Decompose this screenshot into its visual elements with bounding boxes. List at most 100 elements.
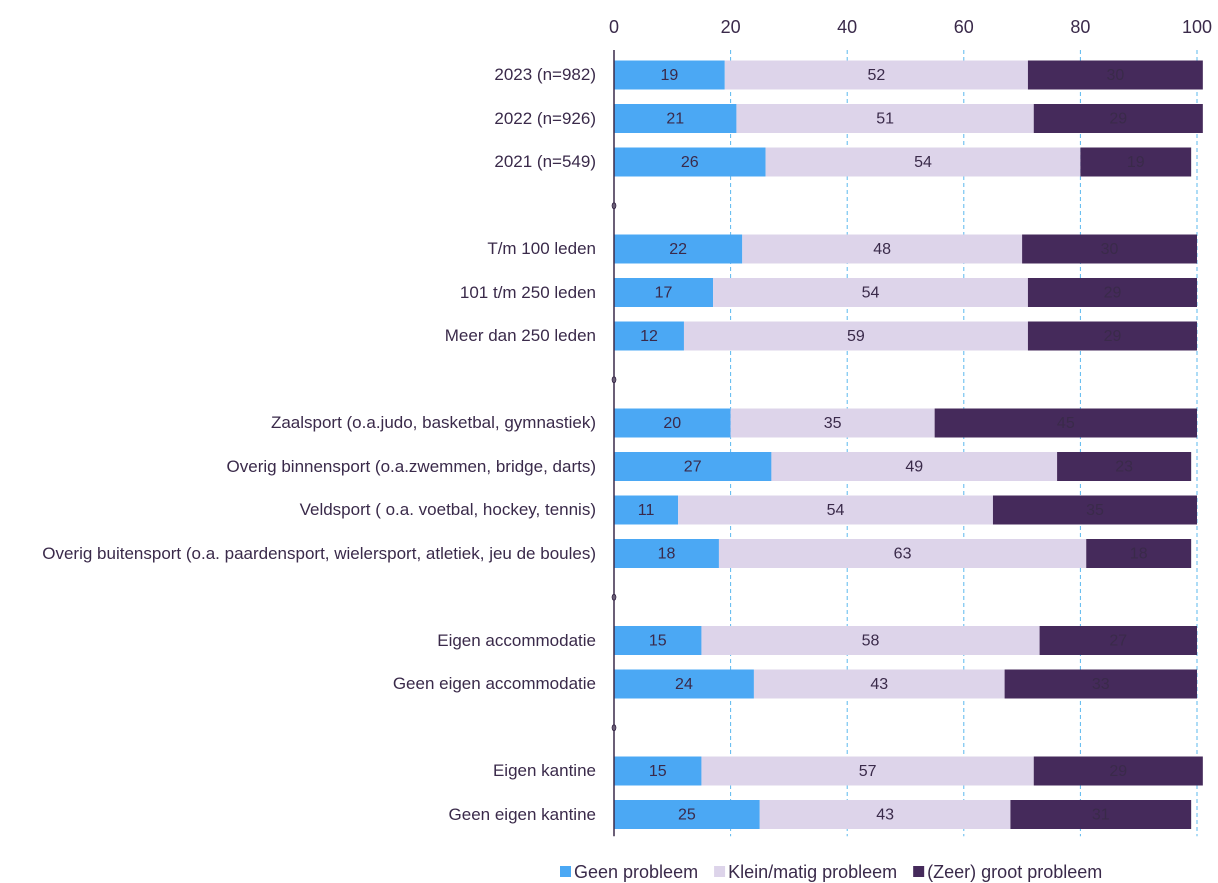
category-label: 2021 (n=549) (494, 152, 596, 171)
bar-segment (1033, 104, 1203, 133)
category-label: 101 t/m 250 leden (459, 282, 596, 302)
category-label-box: Geen eigen accommodatie (393, 674, 596, 693)
x-tick-label: 80 (1070, 17, 1090, 37)
value-label: 63 (894, 546, 912, 563)
value-label: 54 (914, 154, 932, 171)
category-label-box: 2023 (n=982) (494, 65, 596, 84)
value-label: 29 (1104, 328, 1122, 345)
value-label: 54 (862, 285, 880, 302)
bar-segment (1027, 60, 1203, 90)
value-label: 59 (847, 328, 865, 345)
value-label: 35 (824, 415, 842, 432)
value-label: 17 (655, 285, 673, 302)
category-label-box: Meer dan 250 leden (445, 326, 596, 345)
category-label-box: Veldsport ( o.a. voetbal, hockey, tennis… (300, 500, 596, 519)
bar-segment (701, 756, 1034, 786)
bar-segment (765, 147, 1081, 177)
bar-segment (614, 800, 760, 829)
value-label: 18 (658, 546, 676, 563)
bar-segment (724, 60, 1028, 90)
category-label-box: 2022 (n=926) (494, 108, 596, 128)
value-label: 21 (666, 111, 684, 128)
value-label: 12 (640, 328, 658, 345)
value-label: 19 (1127, 154, 1145, 171)
bar-segment (718, 539, 1087, 568)
value-label: 49 (905, 459, 923, 476)
value-label: 22 (669, 241, 687, 258)
legend-swatch (560, 866, 571, 877)
category-label: Overig binnensport (o.a.zwemmen, bridge,… (226, 456, 596, 476)
value-label: 31 (1092, 807, 1110, 824)
category-label: 2022 (n=926) (494, 108, 596, 128)
x-tick-label: 0 (609, 17, 619, 37)
bar-segment (1033, 756, 1203, 786)
value-label: 15 (649, 633, 667, 650)
value-label: 33 (1092, 676, 1110, 693)
bar-segment (1010, 800, 1192, 829)
bar-segment (683, 321, 1028, 351)
bar-segment (934, 408, 1197, 438)
bar-segment (614, 452, 772, 481)
legend-swatch (913, 866, 925, 877)
legend-label: Klein/matig probleem (728, 862, 897, 882)
value-label: 18 (1130, 546, 1148, 563)
value-label: 57 (859, 763, 877, 780)
category-label-box: 2021 (n=549) (494, 152, 596, 171)
bar-segment (614, 756, 702, 786)
bar-segment (1022, 234, 1197, 264)
legend-swatch (714, 866, 726, 877)
category-label-box: Geen eigen kantine (448, 804, 596, 824)
bar-segment (713, 278, 1028, 307)
bar-segment (614, 60, 725, 90)
category-label-box: Overig buitensport (o.a. paardensport, w… (42, 543, 596, 563)
bar-segment (1004, 669, 1197, 699)
category-label: Geen eigen kantine (448, 804, 596, 824)
bar-segment (614, 104, 737, 133)
bar-segment (1080, 147, 1192, 177)
bar-segment (1057, 452, 1192, 481)
x-tick-label: 60 (954, 17, 974, 37)
bar-segment (730, 408, 935, 438)
category-label-box: Overig binnensport (o.a.zwemmen, bridge,… (226, 456, 596, 476)
category-label: T/m 100 leden (487, 239, 596, 258)
value-label: 26 (681, 154, 699, 171)
value-label: 30 (1101, 241, 1119, 258)
value-label: 25 (678, 807, 696, 824)
bar-segment (771, 452, 1058, 481)
legend-label: (Zeer) groot probleem (927, 862, 1102, 882)
value-label: 30 (1106, 67, 1124, 84)
bar-segment (1039, 626, 1197, 655)
category-label: Zaalsport (o.a.judo, basketbal, gymnasti… (270, 413, 596, 432)
category-label-box: Eigen accommodatie (437, 630, 596, 650)
legend-label: Geen probleem (574, 862, 698, 882)
bar-segment (1086, 539, 1192, 568)
value-label: 52 (867, 67, 885, 84)
value-label: 15 (649, 763, 667, 780)
bar-segment (614, 669, 754, 699)
value-label: 19 (660, 67, 678, 84)
category-label: Eigen kantine (492, 761, 596, 780)
value-label: 43 (870, 676, 888, 693)
value-label: 29 (1109, 763, 1127, 780)
bar-segment (753, 669, 1005, 699)
category-label: Eigen accommodatie (437, 630, 596, 650)
value-label: 48 (873, 241, 891, 258)
bar-segment (614, 626, 702, 655)
category-label-box: Zaalsport (o.a.judo, basketbal, gymnasti… (270, 413, 596, 432)
value-label: 27 (1109, 633, 1127, 650)
bar-segment (614, 539, 719, 568)
value-label: 58 (862, 633, 880, 650)
value-label: 45 (1057, 415, 1075, 432)
x-tick-label: 20 (721, 17, 741, 37)
category-label: Overig buitensport (o.a. paardensport, w… (42, 543, 596, 563)
value-label: 11 (638, 502, 655, 519)
bar-segment (614, 408, 731, 438)
category-label: 2023 (n=982) (494, 65, 596, 84)
category-label-box: Eigen kantine (492, 761, 596, 780)
bar-segment (701, 626, 1040, 655)
bar-segment (614, 234, 743, 264)
value-label: 23 (1115, 459, 1133, 476)
value-label: 20 (663, 415, 681, 432)
value-label: 51 (876, 111, 894, 128)
